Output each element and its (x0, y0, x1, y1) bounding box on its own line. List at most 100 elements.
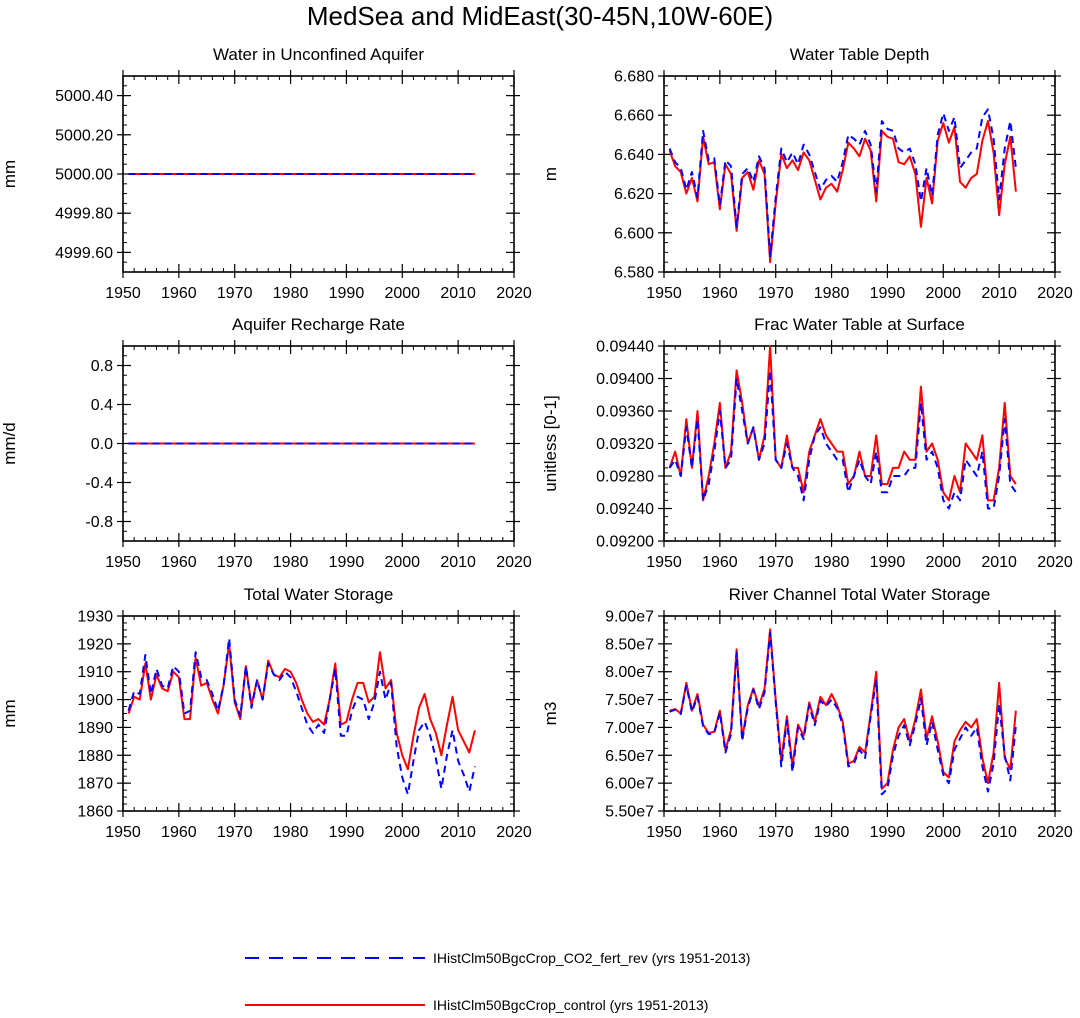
panel-water-in-unconfined-aquifer: Water in Unconfined Aquifer mm 1950 1960 197… (0, 45, 532, 302)
y-tick-label: 0.09360 (596, 404, 654, 421)
y-tick-label: 7.50e7 (605, 692, 654, 709)
y-tick-label: 6.640 (614, 147, 654, 164)
y-tick-label: 6.50e7 (605, 748, 654, 765)
series-line-ihistclm50bgccrop-control (669, 628, 1017, 790)
x-tick-label: 1980 (814, 285, 850, 302)
y-tick-label: 0.09440 (596, 339, 654, 356)
y-tick-label: 5000.20 (55, 127, 113, 144)
y-tick-label: 1900 (77, 692, 113, 709)
x-tick-label: 1950 (105, 824, 141, 841)
y-axis-label: unitless [0-1] (541, 395, 560, 491)
y-tick-label: 4999.60 (55, 245, 113, 262)
x-tick-label: 2010 (440, 554, 476, 571)
x-tick-label: 2010 (440, 285, 476, 302)
x-tick-label: 2020 (496, 285, 532, 302)
x-tick-label: 1970 (758, 554, 794, 571)
x-tick-label: 1980 (273, 285, 309, 302)
x-tick-label: 1950 (105, 285, 141, 302)
panel-total-water-storage: Total Water Storage mm 1950 1960 1970 1980 199… (0, 585, 532, 841)
panel-title: Aquifer Recharge Rate (232, 315, 405, 334)
x-tick-label: 2000 (384, 824, 420, 841)
x-tick-label: 1950 (646, 554, 682, 571)
y-tick-label: 6.620 (614, 186, 654, 203)
y-axis-label: mm/d (0, 422, 19, 465)
x-tick-label: 2000 (925, 285, 961, 302)
x-tick-label: 2010 (981, 285, 1017, 302)
x-tick-label: 1950 (646, 824, 682, 841)
y-tick-label: 6.580 (614, 265, 654, 282)
panel-river-channel-total-water-storage: River Channel Total Water Storage m3 1950 1… (541, 585, 1073, 841)
y-tick-label: 0.0 (91, 436, 113, 453)
x-tick-label: 2020 (1037, 824, 1073, 841)
y-tick-label: 1910 (77, 664, 113, 681)
y-tick-label: 6.600 (614, 225, 654, 242)
x-tick-label: 2020 (1037, 285, 1073, 302)
x-tick-label: 2000 (925, 824, 961, 841)
x-tick-label: 2000 (925, 554, 961, 571)
x-tick-label: 1980 (814, 554, 850, 571)
x-tick-label: 1970 (217, 554, 253, 571)
y-tick-label: 6.660 (614, 108, 654, 125)
y-tick-label: 1880 (77, 748, 113, 765)
legend: IHistClm50BgcCrop_CO2_fert_rev (yrs 1951… (245, 950, 750, 1013)
panel-aquifer-recharge-rate: Aquifer Recharge Rate mm/d 1950 1960 1970 198… (0, 315, 532, 571)
x-tick-label: 2010 (981, 824, 1017, 841)
y-tick-label: 1860 (77, 804, 113, 821)
x-tick-label: 1970 (217, 285, 253, 302)
x-tick-label: 1980 (814, 824, 850, 841)
x-tick-label: 1980 (273, 824, 309, 841)
panel-title: Water Table Depth (790, 45, 930, 64)
x-tick-label: 1960 (702, 554, 738, 571)
y-axis-label: mm (0, 160, 19, 188)
legend-label-exp: IHistClm50BgcCrop_CO2_fert_rev (yrs 1951… (433, 950, 750, 966)
x-tick-label: 1960 (702, 824, 738, 841)
panel-water-table-depth: Water Table Depth m 1950 1960 1970 1980 1990 20… (541, 45, 1073, 302)
y-tick-label: 6.680 (614, 69, 654, 86)
y-tick-label: 5.50e7 (605, 804, 654, 821)
x-tick-label: 1970 (217, 824, 253, 841)
x-tick-label: 1990 (870, 554, 906, 571)
x-tick-label: 2010 (440, 824, 476, 841)
x-tick-label: 1980 (273, 554, 309, 571)
y-axis-label: mm (0, 699, 19, 727)
x-tick-label: 1960 (161, 554, 197, 571)
y-tick-label: 0.09400 (596, 371, 654, 388)
y-tick-label: 0.09280 (596, 469, 654, 486)
x-tick-label: 1960 (702, 285, 738, 302)
x-tick-label: 1970 (758, 285, 794, 302)
y-tick-label: 1890 (77, 720, 113, 737)
x-tick-label: 2020 (496, 554, 532, 571)
y-tick-label: 9.00e7 (605, 609, 654, 626)
panel-title: Frac Water Table at Surface (754, 315, 965, 334)
series-line-ihistclm50bgccrop-control (127, 642, 476, 771)
x-tick-label: 1960 (161, 824, 197, 841)
y-tick-label: 1920 (77, 636, 113, 653)
legend-label-ctrl: IHistClm50BgcCrop_control (yrs 1951-2013… (433, 997, 708, 1013)
panel-title: Total Water Storage (244, 585, 394, 604)
x-tick-label: 1990 (329, 554, 365, 571)
x-tick-label: 1970 (758, 824, 794, 841)
y-tick-label: 8.00e7 (605, 664, 654, 681)
y-tick-label: 5000.00 (55, 167, 113, 184)
y-tick-label: 0.8 (91, 358, 113, 375)
x-tick-label: 1960 (161, 285, 197, 302)
x-tick-label: 2020 (1037, 554, 1073, 571)
x-tick-label: 2010 (981, 554, 1017, 571)
y-axis-label: m (541, 167, 560, 181)
y-tick-label: 0.09200 (596, 534, 654, 551)
y-tick-label: 0.4 (91, 397, 113, 414)
series-line-ihistclm50bgccrop-control (668, 120, 1017, 264)
y-tick-label: 4999.80 (55, 206, 113, 223)
y-tick-label: -0.4 (85, 475, 113, 492)
series-line-ihistclm50bgccrop-co2-fert-rev (669, 631, 1017, 796)
y-axis-label: m3 (541, 702, 560, 726)
figure-title: MedSea and MidEast(30-45N,10W-60E) (307, 1, 773, 31)
y-tick-label: 7.00e7 (605, 720, 654, 737)
x-tick-label: 1990 (329, 285, 365, 302)
x-tick-label: 2000 (384, 554, 420, 571)
x-tick-label: 2000 (384, 285, 420, 302)
series-line-ihistclm50bgccrop-co2-fert-rev (668, 108, 1017, 258)
x-tick-label: 1990 (329, 824, 365, 841)
y-tick-label: -0.8 (85, 514, 113, 531)
